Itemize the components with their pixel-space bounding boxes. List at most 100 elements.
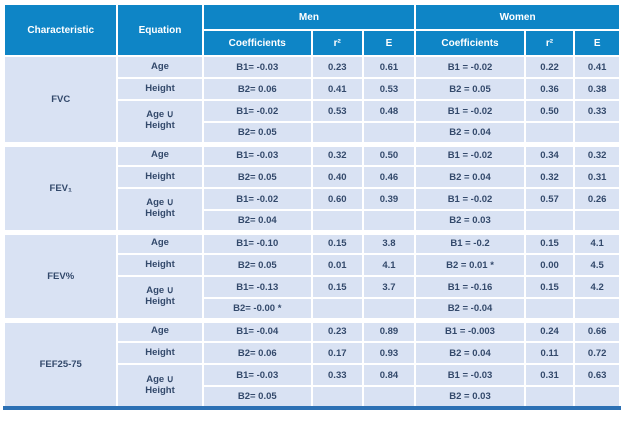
cell-e-men: 0.53 — [361, 77, 417, 101]
cell-e-women — [573, 297, 621, 321]
table-row: FEF25-75 Age B1= -0.04 0.23 0.89 B1 = -0… — [2, 317, 621, 409]
cell-equation: Age ∪ Height — [116, 99, 204, 145]
cell-e-women — [573, 121, 621, 145]
cell-r2-women: 0.57 — [523, 187, 576, 211]
cell-e-women: 4.5 — [573, 253, 621, 277]
cell-e-men: 0.46 — [361, 165, 417, 189]
cell-characteristic: FVC — [2, 55, 119, 145]
cell-e-women: 0.33 — [573, 99, 621, 123]
cell-equation: Age — [116, 229, 204, 255]
table-row: Height B2= 0.05 0.01 4.1 B2 = 0.01 * 0.0… — [4, 253, 621, 277]
cell-equation: Age — [116, 317, 204, 343]
cell-e-men: 0.84 — [361, 363, 417, 387]
cell-r2-men: 0.01 — [310, 253, 364, 277]
cell-r2-men: 0.60 — [310, 187, 364, 211]
cell-e-men: 0.48 — [361, 99, 417, 123]
cell-r2-women: 0.34 — [523, 141, 576, 167]
header-cell-r2-women: r² — [523, 29, 576, 57]
cell-coefficient-women: B1 = -0.02 — [414, 55, 526, 79]
cell-e-men: 0.39 — [361, 187, 417, 211]
cell-coefficient-men: B1= -0.03 — [201, 141, 313, 167]
cell-r2-women: 0.32 — [523, 165, 576, 189]
table-row: FVC Age B1= -0.03 0.23 0.61 B1 = -0.02 0… — [2, 55, 621, 145]
cell-coefficient-women: B2 = 0.04 — [414, 121, 526, 145]
cell-characteristic: FEV% — [2, 229, 119, 321]
cell-r2-men: 0.15 — [310, 229, 364, 255]
cell-coefficient-women: B1 = -0.02 — [414, 99, 526, 123]
cell-r2-men — [310, 385, 364, 409]
cell-equation: Age ∪ Height — [116, 187, 204, 233]
table-body: FVC Age B1= -0.03 0.23 0.61 B1 = -0.02 0… — [2, 55, 621, 409]
cell-coefficient-men: B2= 0.06 — [201, 77, 313, 101]
cell-coefficient-men: B2= 0.05 — [201, 253, 313, 277]
cell-e-women: 0.72 — [573, 341, 621, 365]
cell-r2-women — [523, 385, 576, 409]
cell-coefficient-women: B2 = 0.05 — [414, 77, 526, 101]
page: Characteristic Equation Men Women Coeffi… — [2, 3, 621, 410]
cell-e-women: 0.66 — [573, 317, 621, 343]
cell-coefficient-women: B1 = -0.03 — [414, 363, 526, 387]
cell-e-men — [361, 121, 417, 145]
cell-characteristic: FEF25-75 — [2, 317, 119, 409]
cell-r2-men: 0.40 — [310, 165, 364, 189]
header-cell-e-women: E — [573, 29, 621, 57]
cell-coefficient-men: B2= 0.05 — [201, 385, 313, 409]
cell-e-men — [361, 209, 417, 233]
table-row: Age ∪ Height B1= -0.13 0.15 3.7 B1 = -0.… — [4, 275, 621, 321]
cell-e-men: 0.61 — [361, 55, 417, 79]
cell-coefficient-women: B2 = -0.04 — [414, 297, 526, 321]
cell-equation: Height — [116, 341, 204, 365]
regression-coefficients-table: Characteristic Equation Men Women Coeffi… — [2, 3, 621, 410]
cell-r2-men — [310, 209, 364, 233]
cell-coefficient-men: B1= -0.13 — [201, 275, 313, 299]
cell-equation: Height — [116, 77, 204, 101]
cell-coefficient-men: B1= -0.03 — [201, 55, 313, 79]
cell-coefficient-men: B1= -0.02 — [201, 99, 313, 123]
cell-e-men — [361, 297, 417, 321]
cell-r2-men — [310, 297, 364, 321]
cell-e-women: 4.1 — [573, 229, 621, 255]
cell-r2-men — [310, 121, 364, 145]
cell-r2-men: 0.33 — [310, 363, 364, 387]
table-row: Height B2= 0.06 0.41 0.53 B2 = 0.05 0.36… — [4, 77, 621, 101]
cell-coefficient-women: B1 = -0.2 — [414, 229, 526, 255]
cell-r2-women: 0.15 — [523, 275, 576, 299]
cell-characteristic: FEV₁ — [2, 141, 119, 233]
header-row-groups: Characteristic Equation Men Women — [2, 3, 621, 57]
table-row: FEV₁ Age B1= -0.03 0.32 0.50 B1 = -0.02 … — [2, 141, 621, 233]
cell-e-women: 0.63 — [573, 363, 621, 387]
table-row: Height B2= 0.06 0.17 0.93 B2 = 0.04 0.11… — [4, 341, 621, 365]
cell-e-men: 4.1 — [361, 253, 417, 277]
cell-e-women: 0.32 — [573, 141, 621, 167]
header-cell-equation: Equation — [116, 3, 204, 57]
cell-r2-men: 0.15 — [310, 275, 364, 299]
cell-coefficient-women: B2 = 0.01 * — [414, 253, 526, 277]
cell-coefficient-men: B2= -0.00 * — [201, 297, 313, 321]
cell-r2-men: 0.23 — [310, 55, 364, 79]
cell-e-women: 0.26 — [573, 187, 621, 211]
cell-coefficient-men: B2= 0.05 — [201, 121, 313, 145]
cell-r2-women: 0.24 — [523, 317, 576, 343]
cell-coefficient-women: B2 = 0.04 — [414, 341, 526, 365]
cell-coefficient-women: B1 = -0.003 — [414, 317, 526, 343]
cell-e-women — [573, 209, 621, 233]
cell-coefficient-women: B2 = 0.03 — [414, 209, 526, 233]
cell-r2-women — [523, 121, 576, 145]
cell-coefficient-men: B1= -0.04 — [201, 317, 313, 343]
cell-coefficient-men: B2= 0.04 — [201, 209, 313, 233]
cell-e-men: 0.89 — [361, 317, 417, 343]
cell-coefficient-women: B1 = -0.16 — [414, 275, 526, 299]
table-row: FEV% Age B1= -0.10 0.15 3.8 B1 = -0.2 0.… — [2, 229, 621, 321]
cell-coefficient-women: B2 = 0.04 — [414, 165, 526, 189]
cell-equation: Age — [116, 141, 204, 167]
cell-r2-women: 0.31 — [523, 363, 576, 387]
cell-coefficient-men: B2= 0.06 — [201, 341, 313, 365]
header-cell-coefficients-women: Coefficients — [414, 29, 526, 57]
cell-e-women: 0.41 — [573, 55, 621, 79]
cell-e-women: 4.2 — [573, 275, 621, 299]
cell-equation: Height — [116, 165, 204, 189]
cell-r2-men: 0.41 — [310, 77, 364, 101]
cell-coefficient-women: B1 = -0.02 — [414, 141, 526, 167]
cell-r2-women: 0.50 — [523, 99, 576, 123]
cell-e-men: 0.50 — [361, 141, 417, 167]
